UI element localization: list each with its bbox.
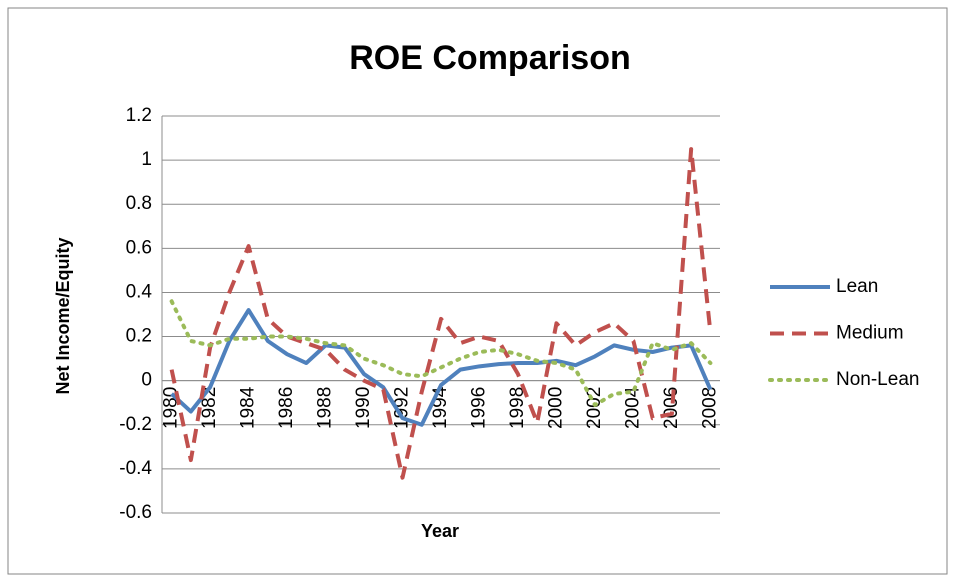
y-tick-label: 0 [141, 370, 152, 391]
x-tick-label: 1998 [507, 387, 528, 429]
x-tick-label: 2008 [699, 387, 720, 429]
x-tick-label: 1996 [468, 387, 489, 429]
x-tick-label: 2000 [545, 387, 566, 429]
x-tick-label: 2004 [622, 386, 643, 429]
y-tick-label: -0.2 [119, 414, 152, 435]
y-tick-label: -0.4 [119, 458, 152, 479]
x-tick-label: 1986 [276, 387, 297, 429]
series-line [169, 147, 713, 480]
x-tick-label: 1990 [353, 387, 374, 429]
y-tick-label: 0.4 [126, 281, 153, 302]
x-tick-label: 2002 [584, 387, 605, 429]
y-tick-label: 1 [141, 149, 152, 170]
x-tick-label: 1994 [430, 386, 451, 429]
y-tick-label: 1.2 [126, 105, 152, 126]
y-tick-label: 0.2 [126, 326, 152, 347]
series-line [169, 299, 713, 407]
x-tick-label: 1984 [238, 386, 259, 429]
chart-border [7, 7, 948, 575]
x-tick-label: 1988 [315, 387, 336, 429]
legend-label: Non-Lean [836, 369, 919, 390]
y-tick-label: 0.6 [126, 237, 152, 258]
series-line [170, 308, 713, 427]
legend-label: Medium [836, 323, 904, 344]
legend-label: Lean [836, 276, 878, 297]
y-tick-label: 0.8 [126, 193, 152, 214]
chart-title: ROE Comparison [349, 39, 630, 77]
y-tick-label: -0.6 [119, 502, 152, 523]
x-tick-label: 2006 [661, 387, 682, 429]
x-axis-title: Year [421, 521, 459, 541]
y-axis-title: Net Income/Equity [53, 237, 73, 394]
